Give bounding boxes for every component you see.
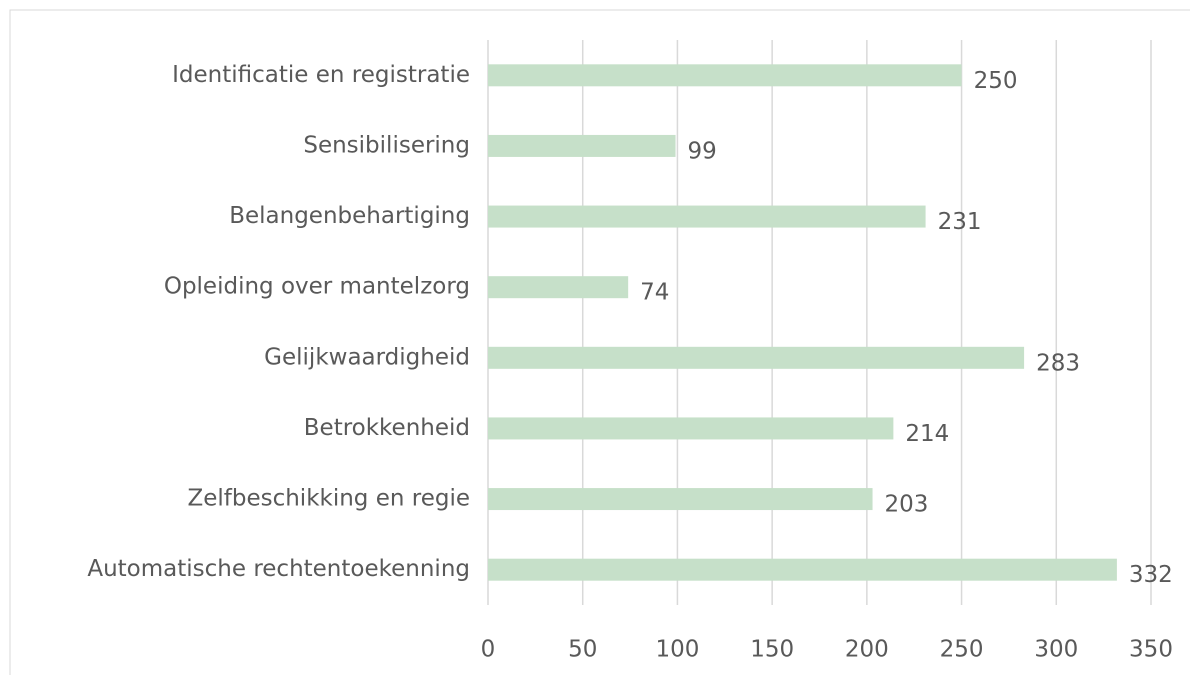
x-tick-label: 100	[655, 637, 699, 663]
y-tick-label: Gelijkwaardigheid	[264, 344, 470, 370]
bar	[488, 64, 962, 87]
bar	[488, 488, 873, 511]
y-tick-label: Identificatie en registratie	[172, 62, 470, 88]
y-tick-label: Opleiding over mantelzorg	[164, 274, 470, 300]
y-tick-label: Zelfbeschikking en regie	[187, 486, 470, 512]
data-label: 99	[688, 138, 717, 164]
chart-frame	[9, 9, 1190, 675]
data-label: 250	[974, 68, 1018, 94]
bar	[488, 205, 926, 228]
x-tick-label: 200	[845, 637, 889, 663]
data-label: 283	[1036, 350, 1080, 376]
data-label: 203	[885, 492, 929, 518]
data-label: 214	[905, 421, 949, 447]
bar	[488, 134, 676, 157]
y-tick-label: Belangenbehartiging	[229, 203, 470, 229]
bar	[488, 417, 894, 440]
data-label: 74	[640, 280, 669, 306]
x-tick-label: 50	[568, 637, 597, 663]
bar	[488, 276, 629, 299]
data-label: 332	[1129, 562, 1173, 588]
x-tick-label: 250	[940, 637, 984, 663]
bar	[488, 346, 1025, 369]
x-tick-label: 150	[750, 637, 794, 663]
data-label: 231	[938, 209, 982, 235]
x-tick-label: 300	[1034, 637, 1078, 663]
y-tick-label: Automatische rechtentoekenning	[87, 556, 470, 582]
y-tick-label: Betrokkenheid	[304, 415, 470, 441]
y-tick-label: Sensibilisering	[303, 132, 470, 158]
bar	[488, 558, 1117, 581]
x-tick-label: 0	[481, 637, 496, 663]
x-tick-label: 350	[1129, 637, 1173, 663]
